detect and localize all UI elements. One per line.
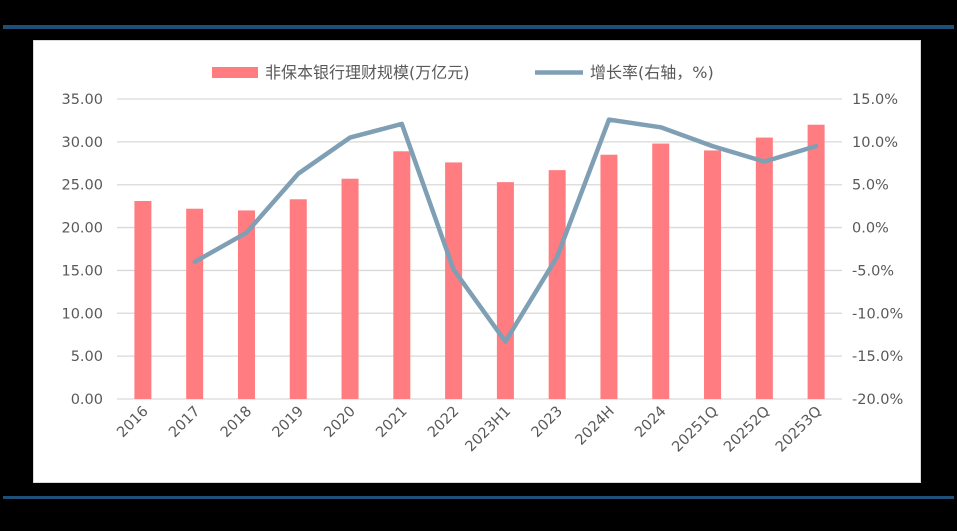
- growth-rate-line: [192, 117, 819, 344]
- legend-bar-label: 非保本银行理财规模(万亿元): [265, 63, 470, 82]
- left-axis-ticks: 0.00 5.00 10.00 15.00 20.00 25.00 30.00 35.00: [61, 92, 103, 408]
- x-axis-label: 2019: [270, 404, 307, 441]
- right-axis-tick-label: 10.0%: [852, 135, 898, 151]
- x-axis-label: 20253Q: [773, 404, 825, 456]
- left-axis-tick-label: 10.00: [61, 306, 103, 322]
- right-axis-tick-label: 0.0%: [852, 221, 889, 237]
- x-axis-label: 2020: [321, 404, 358, 441]
- legend-bar-swatch: [212, 67, 258, 78]
- bar-series: [134, 124, 825, 400]
- x-axis-label: 2023H1: [463, 404, 515, 456]
- x-axis-label: 2016: [114, 404, 151, 441]
- gridlines: [117, 98, 842, 400]
- left-axis-tick-label: 5.00: [71, 349, 103, 365]
- left-axis-tick-label: 20.00: [61, 221, 103, 237]
- x-axis-labels: 2016 2017 2018 2019 2020 2021 2022 2023H1 2023 20…: [114, 404, 825, 456]
- bar: [237, 210, 255, 399]
- x-axis-label: 20251Q: [669, 404, 721, 456]
- bar: [652, 143, 670, 399]
- left-axis-tick-label: 15.00: [61, 263, 103, 279]
- top-rule: [3, 25, 954, 29]
- bar: [807, 124, 825, 399]
- x-axis-label: 2023: [529, 404, 566, 441]
- bar: [600, 154, 618, 399]
- x-axis-label: 2022: [425, 404, 462, 441]
- bar: [496, 182, 514, 399]
- left-axis-tick-label: 0.00: [71, 392, 103, 408]
- left-axis-tick-label: 25.00: [61, 178, 103, 194]
- x-axis-label: 20252Q: [721, 404, 773, 456]
- right-axis-ticks: -20.0% -15.0% -10.0% -5.0% 0.0% 5.0% 10.0% 15.0…: [852, 92, 903, 408]
- legend: 非保本银行理财规模(万亿元) 增长率(右轴，%): [212, 63, 714, 82]
- bar: [289, 199, 307, 399]
- bottom-rule: [3, 496, 954, 499]
- x-axis-label: 2021: [373, 404, 410, 441]
- right-axis-tick-label: 15.0%: [852, 92, 898, 108]
- bar: [134, 201, 152, 399]
- bar: [755, 137, 773, 400]
- x-axis-label: 2024H: [573, 404, 618, 449]
- left-axis-tick-label: 30.00: [61, 135, 103, 151]
- bar: [186, 208, 204, 399]
- x-axis-label: 2024: [632, 404, 669, 441]
- right-axis-tick-label: -20.0%: [852, 392, 903, 408]
- right-axis-tick-label: 5.0%: [852, 178, 889, 194]
- right-axis-tick-label: -5.0%: [852, 263, 894, 279]
- bar: [445, 162, 463, 399]
- right-axis-tick-label: -10.0%: [852, 306, 903, 322]
- x-axis-label: 2018: [218, 404, 255, 441]
- right-axis-tick-label: -15.0%: [852, 349, 903, 365]
- chart-panel: [33, 40, 921, 483]
- x-axis-label: 2017: [166, 404, 203, 441]
- bar: [548, 170, 566, 399]
- left-axis-tick-label: 35.00: [61, 92, 103, 108]
- bar: [704, 150, 722, 399]
- bar: [393, 151, 411, 399]
- bar: [341, 178, 359, 399]
- legend-line-label: 增长率(右轴，%): [590, 63, 714, 82]
